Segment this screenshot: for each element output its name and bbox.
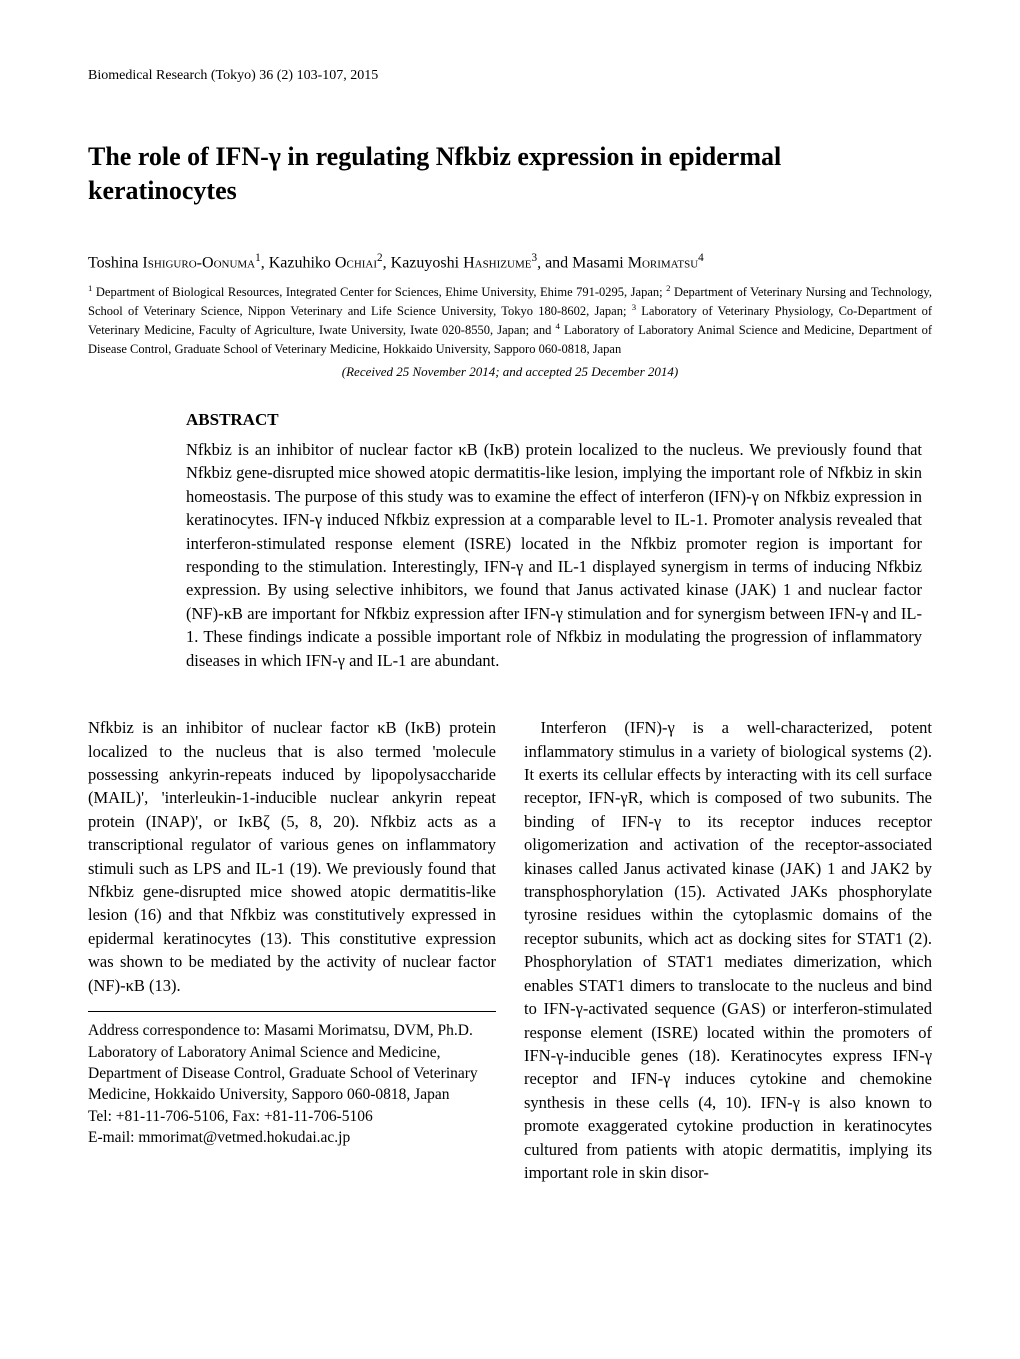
footnote-line: Laboratory of Laboratory Animal Science … (88, 1042, 496, 1106)
body-paragraph: Nfkbiz is an inhibitor of nuclear factor… (88, 716, 496, 997)
affiliations: 1 Department of Biological Resources, In… (88, 282, 932, 358)
journal-header: Biomedical Research (Tokyo) 36 (2) 103-1… (88, 68, 932, 84)
footnote-line: Tel: +81-11-706-5106, Fax: +81-11-706-51… (88, 1106, 496, 1127)
body-columns: Nfkbiz is an inhibitor of nuclear factor… (88, 716, 932, 1184)
correspondence-footnote: Address correspondence to: Masami Morima… (88, 1020, 496, 1148)
body-paragraph: Interferon (IFN)-γ is a well-characteriz… (524, 716, 932, 1184)
left-column: Nfkbiz is an inhibitor of nuclear factor… (88, 716, 496, 1184)
authors-line: Toshina Ishiguro-Oonuma1, Kazuhiko Ochia… (88, 252, 932, 272)
footnote-line: E-mail: mmorimat@vetmed.hokudai.ac.jp (88, 1127, 496, 1148)
abstract-text: Nfkbiz is an inhibitor of nuclear factor… (186, 438, 922, 672)
abstract-block: ABSTRACT Nfkbiz is an inhibitor of nucle… (186, 410, 922, 672)
abstract-heading: ABSTRACT (186, 410, 922, 430)
footnote-rule (88, 1011, 496, 1012)
received-dates: (Received 25 November 2014; and accepted… (88, 364, 932, 380)
article-title: The role of IFN-γ in regulating Nfkbiz e… (88, 140, 932, 208)
footnote-line: Address correspondence to: Masami Morima… (88, 1020, 496, 1041)
right-column: Interferon (IFN)-γ is a well-characteriz… (524, 716, 932, 1184)
